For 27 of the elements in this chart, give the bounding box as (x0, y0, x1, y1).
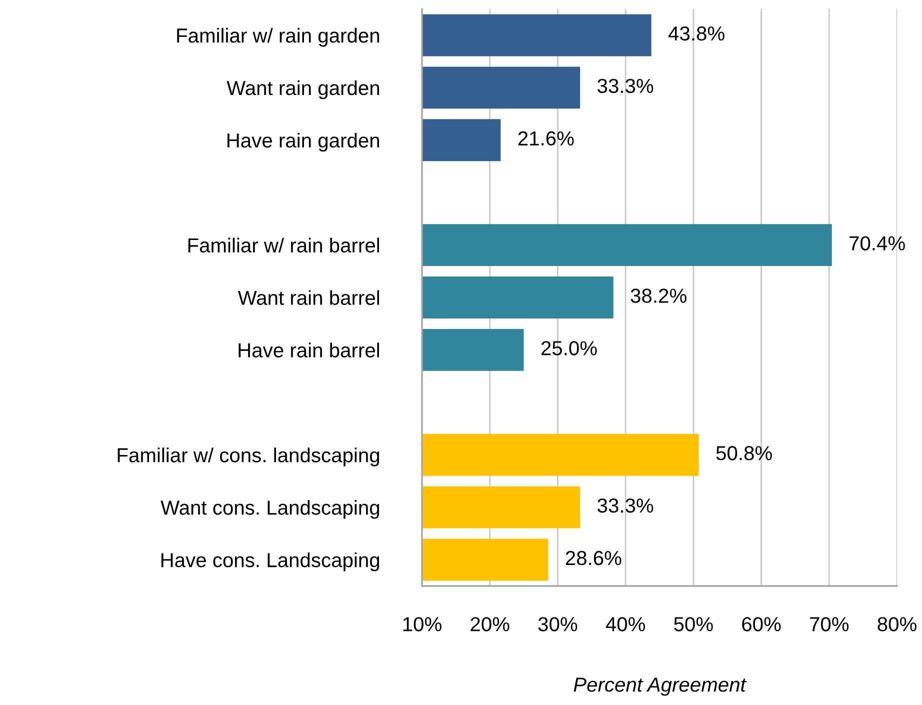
data-label: 43.8% (668, 26, 724, 41)
data-label: 25.0% (541, 341, 597, 356)
data-label: 33.3% (598, 498, 654, 513)
data-label: 21.6% (518, 131, 574, 146)
y-tick-label: Familiar w/ rain garden (177, 28, 380, 47)
x-axis-title: Percent Agreement (574, 678, 747, 696)
y-tick-label: Want cons. Landscaping (160, 500, 380, 519)
x-tick-label: 30% (538, 617, 578, 632)
y-tick-label: Familiar w/ cons. landscaping (118, 448, 380, 466)
y-tick-label: Have rain barrel (238, 342, 379, 358)
x-tick-label: 60% (742, 617, 781, 632)
y-tick-label: Have cons. Landscaping (161, 552, 380, 572)
data-label: 50.8% (716, 446, 772, 460)
y-tick-label: Want rain barrel (238, 290, 379, 305)
data-label: 33.3% (598, 78, 654, 94)
x-tick-label: 50% (674, 617, 713, 632)
data-label: 38.2% (630, 288, 686, 303)
y-tick-label: Familiar w/ rain barrel (188, 238, 379, 253)
y-tick-label: Want rain garden (226, 80, 380, 100)
x-tick-label: 80% (878, 617, 916, 632)
x-tick-label: 40% (606, 617, 646, 632)
x-tick-label: 20% (470, 617, 510, 632)
x-tick-label: 10% (403, 617, 442, 632)
x-tick-label: 70% (810, 617, 849, 632)
data-label: 28.6% (566, 550, 622, 566)
data-label: 70.4% (850, 236, 905, 250)
y-tick-label: Have rain garden (228, 132, 380, 152)
